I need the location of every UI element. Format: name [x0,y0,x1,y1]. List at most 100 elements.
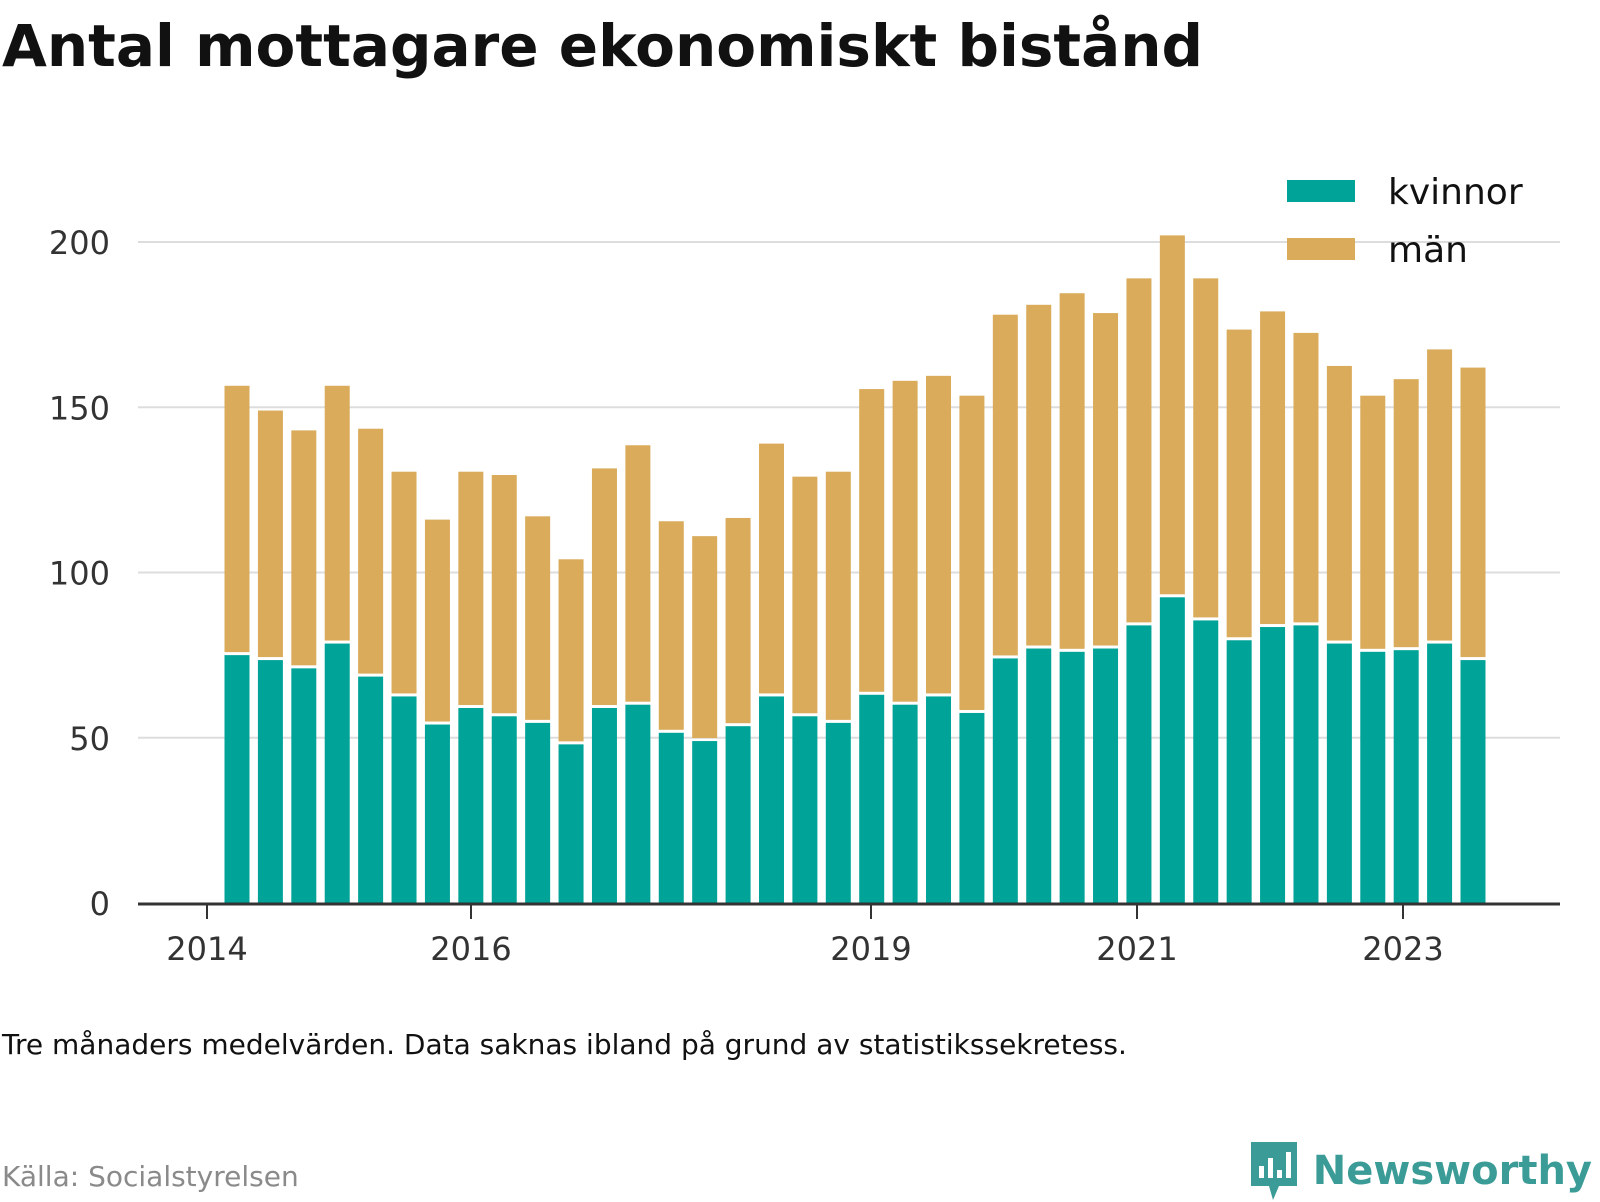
bar-kvinnor [1026,648,1052,903]
bar-kvinnor [1326,643,1352,903]
bar-kvinnor [525,722,551,903]
bar-kvinnor [1193,620,1219,903]
bar-man [1260,311,1286,625]
bar-kvinnor [725,726,751,903]
chart-title: Antal mottagare ekonomiskt bistånd [2,12,1204,80]
newsworthy-logo-icon [1250,1142,1297,1200]
brand-logo: Newsworthy [1249,1140,1592,1202]
bar-man [1427,349,1453,641]
bar-kvinnor [692,741,718,903]
bar-kvinnor [1260,627,1286,903]
bar-kvinnor [224,655,250,903]
chart-note: Tre månaders medelvärden. Data saknas ib… [2,1028,1127,1061]
source-label: Källa: Socialstyrelsen [2,1160,299,1193]
bar-kvinnor [758,696,784,903]
bar-kvinnor [391,696,417,903]
bar-man [591,468,617,706]
bar-man [1193,278,1219,618]
bar-kvinnor [1293,625,1319,903]
bar-man [1460,367,1486,658]
bar-man [324,385,350,641]
bar-kvinnor [959,712,985,903]
bar-kvinnor [491,716,517,903]
y-tick-label: 50 [69,720,110,758]
bar-man [825,471,851,720]
bar-man [792,476,818,714]
y-tick-label: 150 [49,389,110,427]
legend-label-kvinnor: kvinnor [1388,172,1523,213]
bar-kvinnor [892,704,918,903]
bar-kvinnor [458,708,484,903]
brand-name: Newsworthy [1312,1148,1592,1194]
bar-man [1093,313,1119,646]
bar-man [992,314,1018,656]
bar-kvinnor [825,722,851,903]
bar-kvinnor [1226,640,1252,903]
bar-kvinnor [558,744,584,903]
bar-man [758,443,784,694]
bar-man [1326,365,1352,641]
bar-kvinnor [1393,650,1419,903]
bar-man [291,430,317,666]
legend-swatch-man [1287,238,1355,260]
bar-kvinnor [1059,651,1085,903]
bar-man [1293,332,1319,623]
bar-man [224,385,250,653]
bar-kvinnor [792,716,818,903]
x-tick-label: 2014 [166,930,247,968]
bar-man [926,375,952,694]
bar-man [1059,293,1085,649]
bar-kvinnor [1093,648,1119,903]
x-tick-label: 2016 [430,930,511,968]
x-tick-label: 2023 [1362,930,1443,968]
bar-man [391,471,417,694]
bar-kvinnor [926,696,952,903]
bar-man [1360,395,1386,649]
bar-man [859,389,885,692]
bar-kvinnor [591,708,617,903]
bar-man [692,536,718,739]
x-tick-label: 2019 [830,930,911,968]
y-tick-label: 200 [49,224,110,262]
y-axis-ticks: 0 50 100 150 200 [49,224,110,923]
bar-kvinnor [658,732,684,903]
bar-kvinnor [625,704,651,903]
bar-man [558,559,584,742]
bar-man [1026,304,1052,646]
bar-kvinnor [257,660,283,903]
bar-kvinnor [1159,597,1185,903]
bar-man [257,410,283,658]
bar-kvinnor [992,658,1018,903]
bar-man [424,519,450,722]
bar-man [358,428,384,674]
bar-man [725,517,751,724]
x-tick-label: 2021 [1096,930,1177,968]
bar-man [892,380,918,702]
bar-man [1393,379,1419,648]
bar-kvinnor [1126,625,1152,903]
legend-label-man: män [1388,230,1468,271]
bar-man [525,516,551,720]
bar-man [959,395,985,710]
legend-swatch-kvinnor [1287,180,1355,202]
bars [224,235,1486,903]
x-axis-ticks: 2014 2016 2019 2021 2023 [166,903,1444,968]
bar-kvinnor [1427,643,1453,903]
y-tick-label: 100 [49,555,110,593]
bar-man [1159,235,1185,595]
bar-man [458,471,484,706]
y-tick-label: 0 [90,885,110,923]
bar-kvinnor [358,676,384,903]
bar-kvinnor [424,724,450,903]
bar-kvinnor [1460,660,1486,903]
bar-kvinnor [1360,651,1386,903]
bar-kvinnor [291,668,317,903]
bar-kvinnor [859,694,885,903]
bar-man [491,475,517,714]
bar-man [1126,278,1152,623]
bar-kvinnor [324,643,350,903]
bar-man [1226,329,1252,638]
bar-man [625,445,651,702]
bar-man [658,521,684,730]
